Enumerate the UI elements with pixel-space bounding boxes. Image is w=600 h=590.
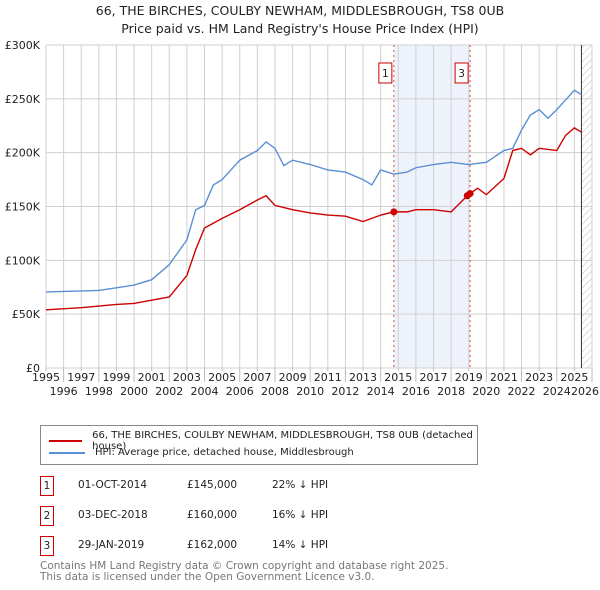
transaction-price: £162,000 — [187, 539, 238, 551]
x-tick-label: 2017 — [419, 371, 447, 384]
sale-point — [466, 190, 474, 198]
annotation-box — [378, 62, 393, 84]
x-tick-label: 2016 — [402, 385, 430, 398]
transaction-price: £145,000 — [187, 479, 238, 491]
x-tick-label: 2015 — [384, 371, 412, 384]
x-tick-label: 2022 — [508, 385, 536, 398]
x-tick-label: 2010 — [296, 385, 324, 398]
transaction-hpi: 14% ↓ HPI — [272, 539, 329, 551]
transaction-row: 3 29-JAN-2019 £162,000 14% ↓ HPI — [40, 536, 440, 558]
x-tick-label: 2021 — [490, 371, 518, 384]
y-tick-label: £200K — [5, 147, 41, 160]
y-tick-label: £0 — [26, 362, 40, 375]
x-tick-label: 2019 — [455, 371, 483, 384]
x-tick-label: 2020 — [472, 385, 500, 398]
x-tick-label: 1999 — [102, 371, 130, 384]
y-tick-label: £300K — [5, 39, 41, 52]
x-tick-label: 2009 — [279, 371, 307, 384]
footer-line2: This data is licensed under the Open Gov… — [40, 571, 375, 583]
chart-title: 66, THE BIRCHES, COULBY NEWHAM, MIDDLESB… — [95, 3, 505, 18]
x-tick-label: 2001 — [138, 371, 166, 384]
x-tick-label: 1996 — [50, 385, 78, 398]
legend-red-label: 66, THE BIRCHES, COULBY NEWHAM, MIDDLESB… — [92, 430, 473, 452]
footer-line1: Contains HM Land Registry data © Crown c… — [40, 560, 449, 572]
legend-blue-label: HPI: Average price, detached house, Midd… — [95, 447, 354, 458]
series-line — [45, 89, 582, 293]
x-tick-label: 2002 — [155, 385, 183, 398]
x-tick-label: 1997 — [67, 371, 95, 384]
x-tick-label: 2003 — [173, 371, 201, 384]
x-tick-label: 2012 — [331, 385, 359, 398]
x-tick-label: 1995 — [32, 371, 60, 384]
transaction-row: 2 03-DEC-2018 £160,000 16% ↓ HPI — [40, 506, 440, 528]
transaction-hpi: 16% ↓ HPI — [272, 509, 329, 521]
transaction-row: 1 01-OCT-2014 £145,000 22% ↓ HPI — [40, 476, 440, 498]
x-tick-label: 2013 — [349, 371, 377, 384]
transaction-hpi: 22% ↓ HPI — [272, 479, 329, 491]
y-tick-label: £150K — [5, 201, 41, 214]
annotation-box — [454, 62, 469, 84]
transaction-number: 3 — [40, 536, 54, 556]
sale-point — [390, 208, 398, 216]
y-tick-label: £250K — [5, 93, 41, 106]
legend: 66, THE BIRCHES, COULBY NEWHAM, MIDDLESB… — [40, 425, 478, 465]
x-tick-label: 2024 — [543, 385, 571, 398]
x-tick-label: 2008 — [261, 385, 289, 398]
chart-subtitle: Price paid vs. HM Land Registry's House … — [121, 21, 479, 36]
x-tick-label: 2000 — [120, 385, 148, 398]
footer: Contains HM Land Registry data © Crown c… — [40, 561, 448, 583]
transaction-date: 29-JAN-2019 — [78, 539, 145, 551]
annotation-label: 1 — [382, 68, 389, 80]
x-tick-label: 2011 — [314, 371, 342, 384]
x-tick-label: 2023 — [525, 371, 553, 384]
series-line — [45, 127, 582, 311]
x-tick-label: 2006 — [226, 385, 254, 398]
x-tick-label: 2014 — [367, 385, 395, 398]
transaction-number: 2 — [40, 506, 54, 526]
x-tick-label: 2025 — [560, 371, 588, 384]
annotation-label: 3 — [458, 68, 465, 80]
x-tick-label: 2018 — [437, 385, 465, 398]
legend-red-line — [49, 440, 83, 442]
x-tick-label: 2007 — [243, 371, 271, 384]
y-tick-label: £100K — [5, 254, 41, 267]
x-tick-label: 2005 — [208, 371, 236, 384]
transaction-date: 01-OCT-2014 — [78, 479, 147, 491]
transaction-date: 03-DEC-2018 — [78, 509, 148, 521]
transaction-price: £160,000 — [187, 509, 238, 521]
x-tick-label: 2026 — [571, 385, 599, 398]
chart: 1995199619971998199920002001200220032004… — [5, 39, 599, 398]
x-tick-label: 2004 — [191, 385, 219, 398]
legend-blue-line — [49, 451, 85, 454]
x-tick-label: 1998 — [85, 385, 113, 398]
transaction-number: 1 — [40, 476, 54, 496]
y-tick-label: £50K — [12, 308, 41, 321]
